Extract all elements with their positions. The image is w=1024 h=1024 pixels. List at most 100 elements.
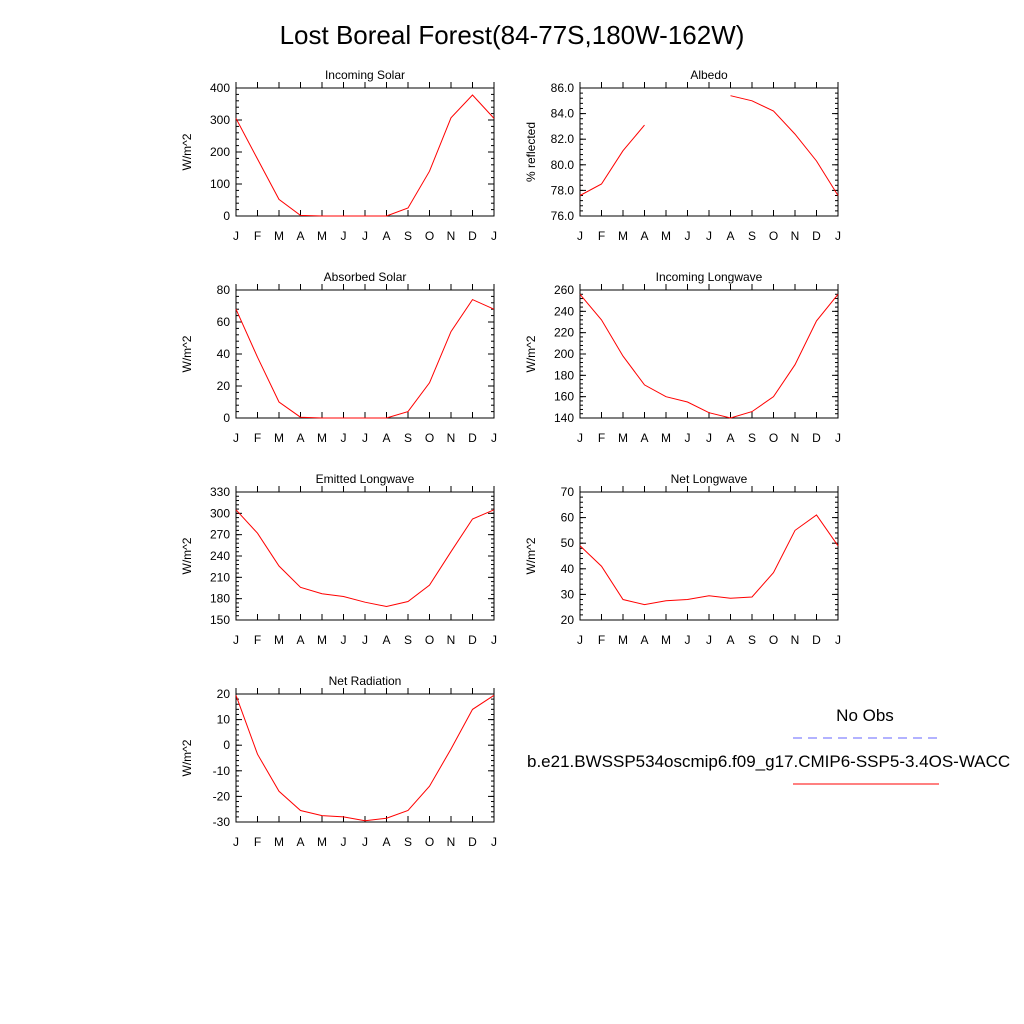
- y-tick-label: 76.0: [551, 209, 575, 223]
- x-tick-label: M: [274, 431, 284, 445]
- series-line: [579, 124, 645, 196]
- panel-title: Absorbed Solar: [324, 270, 407, 284]
- y-tick-label: 240: [554, 304, 574, 318]
- x-tick-label: D: [812, 431, 821, 445]
- x-tick-label: M: [618, 229, 628, 243]
- y-tick-label: 0: [223, 738, 230, 752]
- x-tick-label: D: [812, 633, 821, 647]
- x-tick-label: A: [296, 431, 304, 445]
- x-tick-label: A: [296, 229, 304, 243]
- legend-swatches: [793, 737, 939, 785]
- plot-frame: [579, 87, 839, 217]
- x-tick-label: D: [468, 229, 477, 243]
- y-tick-label: 60: [561, 511, 575, 525]
- x-tick-label: F: [254, 431, 261, 445]
- x-tick-label: A: [726, 633, 734, 647]
- x-tick-label: J: [362, 835, 368, 849]
- x-tick-label: S: [404, 835, 412, 849]
- x-tick-label: J: [706, 633, 712, 647]
- y-tick-label: 0: [223, 411, 230, 425]
- x-tick-label: O: [769, 229, 778, 243]
- x-tick-label: J: [577, 431, 583, 445]
- y-tick-label: 100: [210, 177, 230, 191]
- y-tick-label: 300: [210, 113, 230, 127]
- y-axis-label: W/m^2: [180, 739, 194, 776]
- x-tick-label: F: [254, 633, 261, 647]
- y-axis-label: % reflected: [524, 122, 538, 182]
- series-line: [235, 694, 495, 822]
- x-tick-label: M: [317, 229, 327, 243]
- x-tick-label: J: [577, 229, 583, 243]
- y-tick-label: 210: [210, 570, 230, 584]
- series-line: [235, 509, 495, 608]
- x-tick-label: J: [341, 431, 347, 445]
- x-tick-label: A: [382, 633, 390, 647]
- plot-frame: [235, 491, 495, 621]
- series-line: [235, 298, 495, 419]
- x-tick-label: J: [685, 229, 691, 243]
- x-tick-label: D: [468, 633, 477, 647]
- x-tick-label: J: [491, 835, 497, 849]
- panel-title: Net Radiation: [329, 674, 402, 688]
- x-tick-label: O: [425, 431, 434, 445]
- x-tick-label: M: [618, 633, 628, 647]
- x-tick-label: A: [382, 835, 390, 849]
- x-tick-label: A: [382, 229, 390, 243]
- plot-frame: [235, 693, 495, 823]
- series-line: [579, 514, 839, 606]
- x-tick-label: J: [233, 835, 239, 849]
- y-tick-label: 80.0: [551, 158, 575, 172]
- plot-frame: [235, 289, 495, 419]
- y-tick-label: 220: [554, 326, 574, 340]
- y-tick-label: 20: [561, 613, 575, 627]
- x-tick-label: M: [274, 835, 284, 849]
- y-tick-label: 80: [217, 283, 231, 297]
- x-tick-label: J: [233, 229, 239, 243]
- x-tick-label: M: [661, 229, 671, 243]
- y-tick-label: 40: [217, 347, 231, 361]
- x-tick-label: J: [341, 229, 347, 243]
- x-tick-label: A: [296, 633, 304, 647]
- x-tick-label: J: [341, 835, 347, 849]
- x-tick-label: O: [425, 229, 434, 243]
- y-tick-label: 270: [210, 528, 230, 542]
- x-tick-label: D: [812, 229, 821, 243]
- y-tick-label: 86.0: [551, 81, 575, 95]
- x-tick-label: O: [425, 835, 434, 849]
- x-tick-label: S: [748, 633, 756, 647]
- x-tick-label: J: [706, 229, 712, 243]
- y-tick-label: 180: [554, 368, 574, 382]
- panel-title: Incoming Solar: [325, 68, 405, 82]
- x-tick-label: S: [748, 229, 756, 243]
- y-tick-label: 60: [217, 315, 231, 329]
- y-tick-label: 50: [561, 536, 575, 550]
- x-tick-label: S: [748, 431, 756, 445]
- x-tick-label: A: [640, 431, 648, 445]
- x-tick-label: D: [468, 431, 477, 445]
- x-tick-label: J: [233, 431, 239, 445]
- y-axis-label: W/m^2: [524, 335, 538, 372]
- x-tick-label: S: [404, 229, 412, 243]
- series-line: [235, 94, 495, 217]
- x-tick-label: F: [598, 633, 605, 647]
- x-tick-label: J: [491, 431, 497, 445]
- x-tick-label: S: [404, 431, 412, 445]
- y-axis-label: W/m^2: [180, 335, 194, 372]
- x-tick-label: N: [447, 431, 456, 445]
- y-tick-label: -10: [213, 764, 231, 778]
- x-tick-label: A: [640, 229, 648, 243]
- plot-frame: [579, 491, 839, 621]
- plot-frame: [235, 87, 495, 217]
- panel-title: Incoming Longwave: [656, 270, 763, 284]
- y-tick-label: 82.0: [551, 132, 575, 146]
- x-tick-label: A: [640, 633, 648, 647]
- panel-title: Albedo: [690, 68, 728, 82]
- y-tick-label: 78.0: [551, 183, 575, 197]
- y-tick-label: 260: [554, 283, 574, 297]
- x-tick-label: M: [661, 431, 671, 445]
- x-tick-label: F: [598, 431, 605, 445]
- y-tick-label: 300: [210, 506, 230, 520]
